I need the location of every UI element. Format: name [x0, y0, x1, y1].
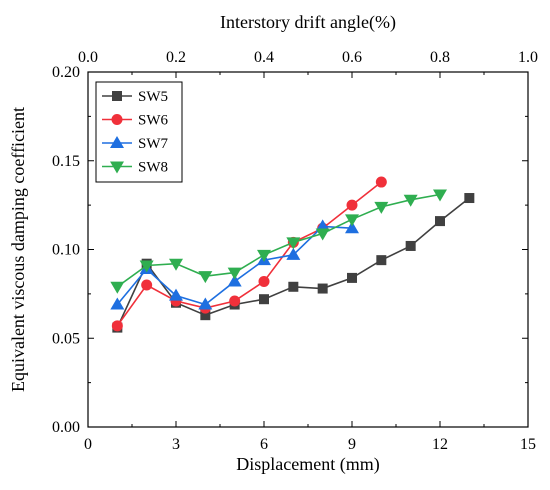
data-point-sw8: [139, 260, 154, 273]
top-x-tick-label: 0.4: [254, 49, 274, 66]
data-point-sw7: [315, 219, 330, 232]
data-point-sw8: [110, 281, 125, 294]
legend-label: SW8: [138, 160, 168, 176]
data-point-sw6: [141, 279, 153, 291]
data-point-sw7: [345, 221, 359, 234]
x-axis-title: Displacement (mm): [236, 454, 379, 475]
legend-label: SW7: [138, 136, 169, 152]
series-line-sw8: [116, 193, 441, 288]
data-point-sw5: [464, 193, 475, 204]
x-tick-label: 0: [84, 436, 92, 453]
top-x-tick-label: 0.8: [430, 49, 450, 66]
data-point-sw6: [111, 320, 123, 332]
top-x-tick-label: 0.6: [342, 49, 362, 66]
top-x-tick-label: 0.0: [78, 49, 98, 66]
data-point-sw6: [375, 176, 387, 188]
legend-label: SW5: [138, 89, 168, 105]
data-point-sw8: [315, 228, 330, 241]
y-axis-title: Equivalent viscous damping coefficient: [8, 107, 28, 392]
data-point-sw8: [433, 189, 447, 202]
x-tick-label: 3: [172, 436, 180, 453]
data-point-sw8: [198, 271, 213, 284]
x-tick-label: 9: [348, 436, 356, 453]
series-line-sw5: [116, 197, 470, 328]
data-point-sw5: [376, 255, 387, 266]
data-point-sw5: [317, 283, 328, 294]
data-point-sw8: [227, 267, 242, 280]
data-point-sw7: [110, 297, 125, 310]
x-tick-label: 12: [432, 436, 448, 453]
data-point-sw5: [200, 310, 211, 321]
legend-marker: [110, 136, 124, 148]
data-point-sw6: [346, 199, 358, 211]
data-point-sw5: [259, 294, 269, 305]
top-x-axis-title: Interstory drift angle(%): [220, 12, 396, 33]
data-point-sw5: [405, 240, 416, 251]
data-point-sw5: [435, 216, 445, 227]
legend-label: SW6: [138, 113, 169, 129]
data-point-sw8: [374, 201, 389, 214]
data-point-sw5: [288, 281, 299, 292]
data-point-sw7: [286, 247, 301, 260]
data-point-sw5: [347, 272, 357, 283]
data-point-sw8: [345, 214, 359, 227]
y-tick-label: 0.15: [52, 153, 80, 170]
top-x-tick-label: 1.0: [518, 49, 538, 66]
y-tick-label: 0.10: [52, 242, 80, 259]
x-tick-label: 15: [520, 436, 536, 453]
top-x-tick-label: 0.2: [166, 49, 186, 66]
legend-marker: [111, 114, 123, 125]
x-tick-label: 6: [260, 436, 268, 453]
y-tick-label: 0.05: [52, 330, 80, 347]
data-point-sw7: [227, 274, 242, 287]
data-point-sw7: [169, 288, 183, 301]
legend-marker: [112, 91, 122, 101]
data-point-sw8: [403, 194, 418, 207]
legend-marker: [110, 161, 124, 174]
data-point-sw6: [229, 295, 241, 307]
data-point-sw7: [198, 297, 213, 310]
data-point-sw8: [257, 249, 271, 262]
series-line-sw6: [116, 181, 382, 327]
y-tick-label: 0.20: [52, 64, 80, 81]
data-point-sw8: [286, 237, 301, 250]
data-point-sw6: [258, 275, 270, 287]
legend-box: [95, 81, 183, 183]
data-point-sw8: [169, 258, 183, 271]
y-tick-label: 0.00: [52, 419, 80, 436]
